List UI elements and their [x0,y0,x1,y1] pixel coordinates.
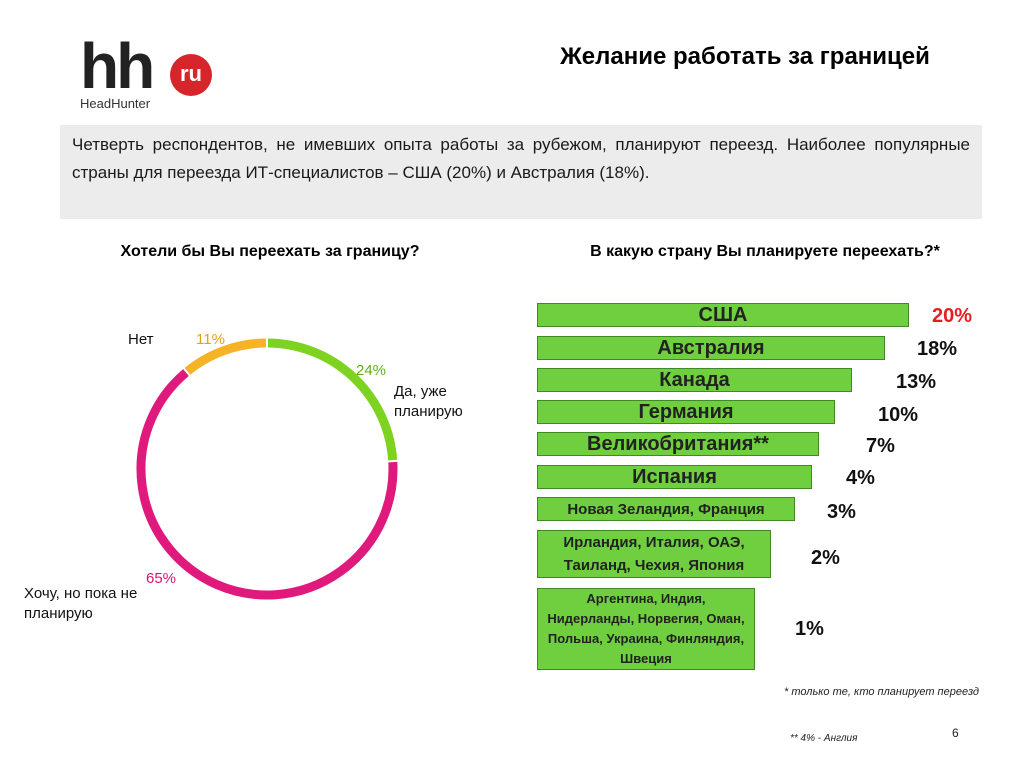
bar-value-label: 7% [866,435,895,457]
bar-1: Австралия [537,336,885,360]
logo-subtitle: HeadHunter [80,96,151,111]
logo-hh-text: hh [80,30,155,102]
bar-value-label: 10% [878,404,919,426]
bar-2: Канада [537,368,852,392]
donut-label-yes: Да, уже планирую [394,383,463,420]
donut-slice-gap [386,459,399,463]
donut-slice-no [183,338,268,376]
bar-value-label: 3% [827,501,856,523]
bar-label: Великобритания** [587,433,769,455]
summary-box: Четверть респондентов, не имевших опыта … [60,125,982,219]
slide-title: Желание работать за границей [560,43,930,70]
donut-label-no: Нет [128,331,154,348]
logo-ru-badge: ru [170,54,212,96]
bar-label: Австралия [657,337,765,359]
bar-label: Испания [632,466,717,488]
bar-5: Испания [537,465,812,489]
bar-label: Германия [638,401,734,423]
bar-label: США [698,304,748,326]
bar-4: Великобритания** [537,432,819,456]
bar-chart-title: В какую страну Вы планируете переехать?* [590,243,940,260]
footnote-1: * только те, кто планирует переезд [784,686,980,698]
bar-label: Канада [659,369,730,391]
bar-value-label: 20% [932,305,973,327]
donut-slice-yes [266,338,398,462]
bar-value-label: 2% [811,547,840,569]
page-number: 6 [952,726,959,740]
bar-6: Новая Зеландия, Франция [537,497,795,521]
bar-3: Германия [537,400,835,424]
bar-value-label: 4% [846,467,875,489]
donut-pct-want: 65% [146,570,177,587]
footnote-2: ** 4% - Англия [790,733,858,744]
bar-label: Ирландия, Италия, ОАЭ, Таиланд, Чехия, Я… [563,533,745,574]
bar-value-label: 18% [917,338,958,360]
donut-slice-want [136,368,398,600]
donut-slice-gap [182,366,192,378]
donut-ring [136,337,399,600]
bar-label: Новая Зеландия, Франция [567,500,765,518]
bar-label: Аргентина, Индия, Нидерланды, Норвегия, … [547,590,745,667]
bar-value-label: 13% [896,371,937,393]
donut-chart-title: Хотели бы Вы переехать за границу? [120,243,420,260]
headhunter-logo: hh ru HeadHunter [80,30,212,120]
donut-chart [136,337,399,600]
bar-8: Аргентина, Индия, Нидерланды, Норвегия, … [537,588,755,670]
bar-0: США [537,303,909,327]
bar-value-label: 1% [795,618,824,640]
donut-label-want: Хочу, но пока не планирую [24,585,138,622]
donut-pct-yes: 24% [356,362,387,379]
donut-pct-no: 11% [196,331,225,348]
bar-7: Ирландия, Италия, ОАЭ, Таиланд, Чехия, Я… [537,530,771,578]
